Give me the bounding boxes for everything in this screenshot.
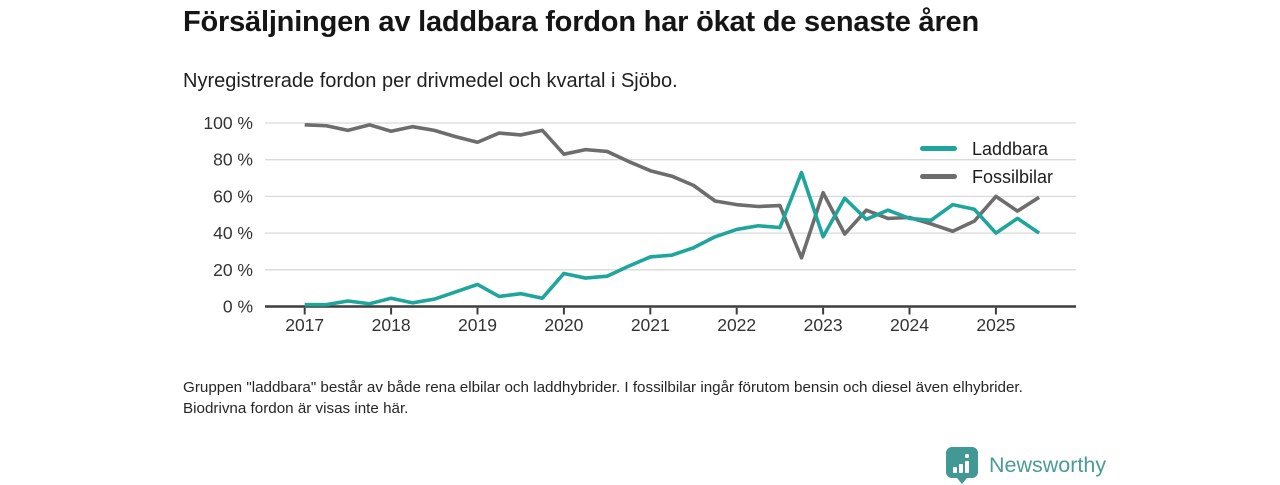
- x-axis-label: 2022: [717, 315, 756, 335]
- chart-subtitle: Nyregistrerade fordon per drivmedel och …: [183, 70, 678, 92]
- newsworthy-logo: Newsworthy: [944, 445, 1106, 485]
- x-axis-label: 2023: [804, 315, 843, 335]
- newsworthy-icon: [946, 447, 978, 484]
- newsworthy-wordmark: Newsworthy: [989, 452, 1107, 477]
- x-axis-label: 2020: [544, 315, 583, 335]
- fossilbilar-line-swatch: [920, 174, 957, 179]
- legend-label-laddbara: Laddbara: [972, 138, 1049, 159]
- x-axis-label: 2017: [285, 315, 324, 335]
- x-axis-label: 2024: [890, 315, 929, 335]
- chart-title: Försäljningen av laddbara fordon har öka…: [183, 6, 979, 38]
- x-axis-label: 2019: [458, 315, 497, 335]
- legend-label-fossilbilar: Fossilbilar: [972, 166, 1054, 187]
- x-axis-label: 2021: [631, 315, 670, 335]
- legend-item-laddbara: Laddbara: [920, 139, 1053, 158]
- legend: Laddbara Fossilbilar: [920, 139, 1053, 195]
- series-line-laddbara: [304, 170, 1041, 307]
- x-axis-label: 2018: [372, 315, 411, 335]
- y-axis-label: 80 %: [213, 150, 253, 170]
- y-axis-label: 20 %: [213, 260, 253, 280]
- footnote: Gruppen "laddbara" består av både rena e…: [183, 379, 1023, 417]
- y-axis-label: 60 %: [213, 186, 253, 206]
- x-axis-label: 2025: [976, 315, 1015, 335]
- y-axis-label: 100 %: [203, 113, 253, 133]
- y-axis-label: 40 %: [213, 223, 253, 243]
- legend-item-fossilbilar: Fossilbilar: [920, 167, 1053, 186]
- y-axis-label: 0 %: [223, 297, 253, 317]
- laddbara-line-swatch: [920, 146, 957, 151]
